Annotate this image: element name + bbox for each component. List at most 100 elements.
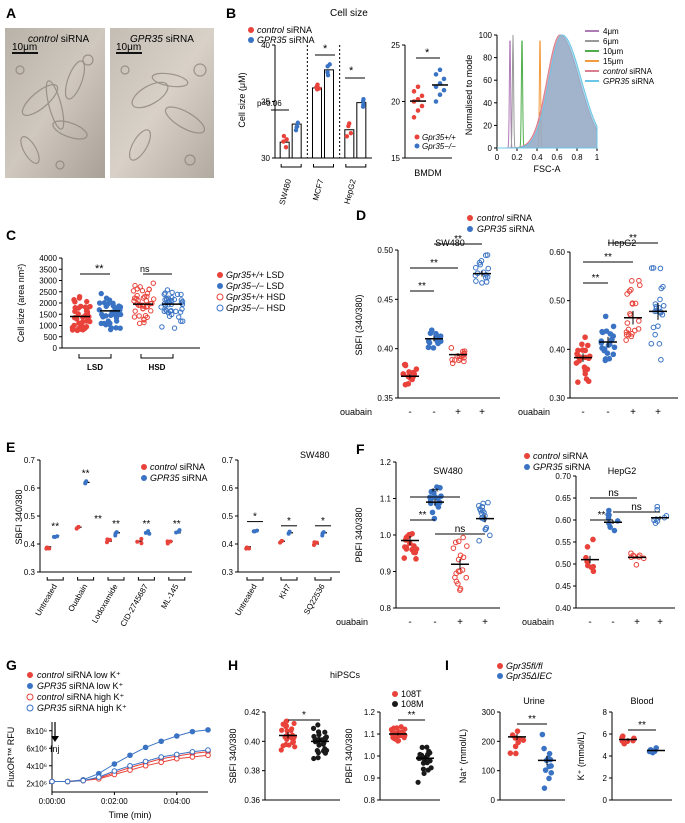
b2-y-tick-label-2: 25 xyxy=(391,41,400,50)
b-sig-bmdm: * xyxy=(425,47,430,59)
c-point-1-38 xyxy=(105,301,111,307)
b1-bar-1-1 xyxy=(324,69,334,159)
e1-bracket-2 xyxy=(107,577,125,581)
d2-group-2-point-6 xyxy=(628,333,635,340)
f1-group-0-point-13 xyxy=(401,555,408,561)
f2-group-0-point-6 xyxy=(584,562,591,569)
h2-y-tick-label-2: 1.0 xyxy=(364,752,376,761)
scale-bar-label-gpr35: 10μm xyxy=(116,42,141,53)
i1-y-tick-label-3: 300 xyxy=(482,708,496,717)
c-sig-lsd: ** xyxy=(95,263,104,275)
chart-d1: SW480 0.35 0.40 0.45 0.50 SBFI (340/380) - - + + *… xyxy=(354,234,500,418)
e2-y-tick-label-1: 0.4 xyxy=(222,540,234,549)
b2-point-0-1 xyxy=(415,108,421,113)
c-group-bracket-0 xyxy=(78,354,112,359)
panel-label-e: E xyxy=(6,439,15,455)
b3-y-tick-label-0: 0 xyxy=(488,144,493,153)
e-legend-control: control siRNA xyxy=(150,462,205,472)
b1-bar-2-1 xyxy=(356,102,367,159)
d2-group-3-point-2 xyxy=(656,341,663,347)
b1-point-2-0-0 xyxy=(348,130,354,136)
e1-point-3-1-2 xyxy=(147,531,152,536)
f1-group-2-point-8 xyxy=(450,545,457,551)
d2-group-3-point-21 xyxy=(657,265,664,272)
c-point-2-12 xyxy=(146,286,152,293)
b2-point-1-1 xyxy=(437,92,443,98)
g-legend-1: GPR35 siRNA low K⁺ xyxy=(37,681,124,691)
b1-point-2-0-2 xyxy=(344,134,350,139)
d2-group-1-point-6 xyxy=(610,323,617,330)
b1-point-1-1-2 xyxy=(325,64,330,69)
b1-category-label-2: HepG2 xyxy=(343,178,358,205)
h1-group-1-point-11 xyxy=(310,725,317,731)
d2-group-3-point-8 xyxy=(648,340,655,347)
e-title: SW480 xyxy=(300,450,330,460)
f1-group-3-point-13 xyxy=(476,502,482,509)
d2-group-1-point-7 xyxy=(610,351,617,358)
f2-y-tick-label-3: 0.55 xyxy=(555,538,571,547)
c-point-1-28 xyxy=(96,300,103,306)
i1-y-tick-label-0: 0 xyxy=(491,796,496,805)
e1-point-3-0-1 xyxy=(135,539,140,544)
h-legend-108m: 108M xyxy=(401,699,424,709)
c-point-1-31 xyxy=(113,325,119,331)
micrograph-gpr35 xyxy=(110,28,214,178)
f-legend: control siRNA GPR35 siRNA xyxy=(524,451,591,472)
d2-group-1-point-17 xyxy=(601,347,607,354)
f2-sig-1-label: ns xyxy=(608,488,619,499)
c-point-2-32 xyxy=(140,305,146,312)
c-point-2-33 xyxy=(141,317,147,323)
d2-group-0-point-12 xyxy=(579,347,586,353)
f1-group-2-point-17 xyxy=(460,534,466,541)
f1-group-3-point-0 xyxy=(476,537,482,544)
f2-treatment-3: + xyxy=(657,617,663,628)
h2-group-1-point-13 xyxy=(425,752,431,758)
b1-point-0-1-0 xyxy=(293,127,299,133)
d-ouabain-label-left: ouabain xyxy=(340,407,372,417)
h2-group-1-point-19 xyxy=(419,744,425,750)
f1-treatment-2: + xyxy=(457,617,463,628)
c-ylabel: Cell size (area nm²) xyxy=(16,264,26,343)
d1-group-3-point-5 xyxy=(479,280,485,286)
d1-group-1-point-13 xyxy=(434,338,441,345)
g-point-3-9 xyxy=(189,748,196,755)
g-ylabel: FluxOR™ RFU xyxy=(6,727,16,788)
b3-x-tick-label-1: 0.2 xyxy=(511,153,523,162)
c-point-2-35 xyxy=(150,280,156,286)
d1-treatment-3: + xyxy=(479,407,485,418)
f1-group-2-point-14 xyxy=(460,554,467,561)
e2-y-tick-label-4: 0.7 xyxy=(222,456,234,465)
f1-group-2-point-5 xyxy=(463,574,470,581)
i1-group-0-point-6 xyxy=(507,750,514,756)
e2-point-0-1-2 xyxy=(254,528,259,533)
f1-sig-2-label: ns xyxy=(455,524,466,535)
c-point-2-34 xyxy=(151,296,157,302)
b1-group-bracket-2 xyxy=(345,164,367,168)
b1-y-tick-label-0: 30 xyxy=(261,154,270,163)
g-point-2-7 xyxy=(158,759,164,766)
e1-category-label-4: ML-145 xyxy=(159,582,181,610)
e2-point-1-0-2 xyxy=(279,539,284,544)
e2-point-2-0-2 xyxy=(312,540,317,545)
c-point-3-26 xyxy=(158,304,164,310)
d2-group-2-point-13 xyxy=(632,300,639,307)
d2-group-0-point-19 xyxy=(582,371,589,377)
d1-sig-1-label: ** xyxy=(430,258,438,269)
b1-y-tick-label-1: 35 xyxy=(261,98,270,107)
b2-point-0-7 xyxy=(415,84,421,90)
c-group-label-0: LSD xyxy=(87,363,103,372)
c-legend-2: Gpr35+/+ HSD xyxy=(226,292,286,302)
i1-group-0-point-1 xyxy=(512,743,519,750)
panel-label-c: C xyxy=(6,227,16,243)
g-point-3-7 xyxy=(158,754,164,760)
e1-point-0-0-1 xyxy=(44,546,49,551)
f1-group-1-point-16 xyxy=(430,490,437,496)
panel-label-i: I xyxy=(445,657,449,673)
c-point-0-32 xyxy=(78,326,84,332)
b1-ylabel: Cell size (μM) xyxy=(237,72,247,127)
h2-group-0-point-17 xyxy=(398,724,404,730)
i1-group-1-point-10 xyxy=(546,750,553,757)
f2-group-1-point-5 xyxy=(606,512,612,518)
d2-group-2-point-16 xyxy=(636,277,642,284)
